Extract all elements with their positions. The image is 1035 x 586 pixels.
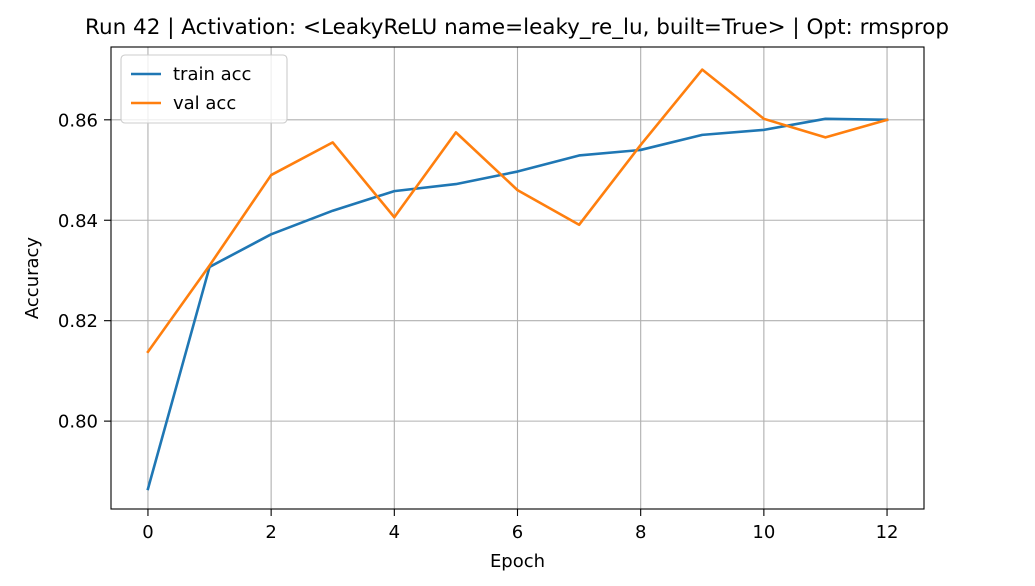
y-axis-label: Accuracy bbox=[22, 237, 43, 320]
x-tick-label: 4 bbox=[389, 522, 400, 543]
y-tick-label: 0.82 bbox=[58, 311, 98, 332]
x-tick-label: 2 bbox=[265, 522, 276, 543]
x-tick-label: 8 bbox=[635, 522, 646, 543]
grid bbox=[111, 47, 924, 509]
legend-label: val acc bbox=[173, 93, 236, 114]
y-tick-label: 0.80 bbox=[58, 412, 98, 433]
axis-ticks: 0 2 4 6 8 10 12 0.80 0.82 0.84 0.86 bbox=[58, 110, 899, 543]
series-lines bbox=[146, 68, 889, 491]
series-line-val-acc bbox=[146, 68, 889, 354]
y-tick-label: 0.86 bbox=[58, 110, 98, 131]
legend-box bbox=[120, 54, 288, 124]
y-tick-label: 0.84 bbox=[58, 211, 98, 232]
x-tick-label: 6 bbox=[512, 522, 523, 543]
series-line-train-acc bbox=[146, 117, 889, 491]
legend-label: train acc bbox=[173, 64, 251, 85]
x-tick-label: 0 bbox=[142, 522, 153, 543]
chart-title: Run 42 | Activation: <LeakyReLU name=lea… bbox=[85, 15, 949, 40]
x-tick-label: 12 bbox=[876, 522, 899, 543]
legend: train acc val acc bbox=[120, 54, 288, 124]
x-tick-label: 10 bbox=[752, 522, 775, 543]
x-axis-label: Epoch bbox=[490, 551, 545, 572]
